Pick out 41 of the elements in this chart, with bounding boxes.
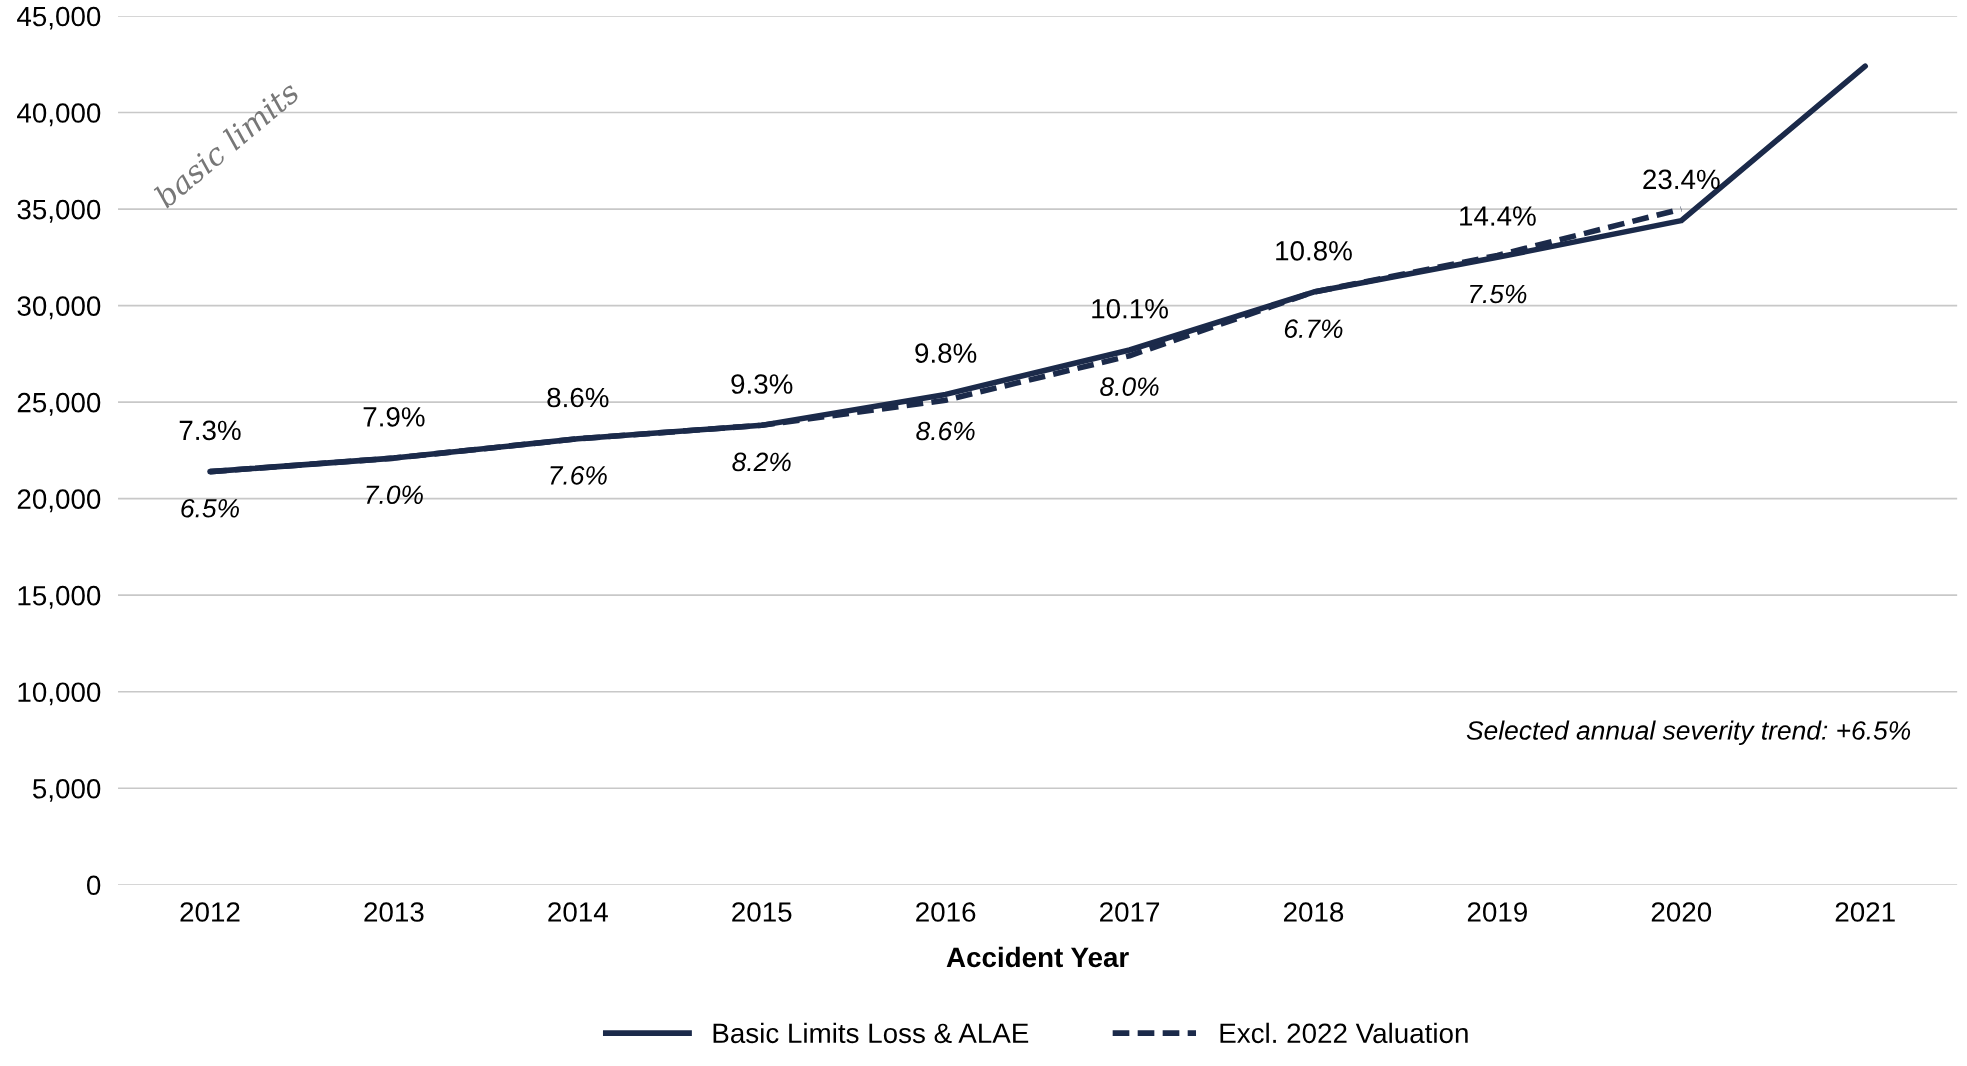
annotation: 7.6%	[550, 466, 607, 485]
legend-label: Excl. 2022 Valuation	[1220, 1022, 1468, 1044]
annotation: 9.3%	[731, 374, 793, 394]
legend-label: Basic Limits Loss & ALAE	[713, 1022, 1029, 1044]
annotation: 8.2%	[732, 452, 791, 472]
y-tick-label: 35,000	[17, 199, 101, 223]
y-tick-label: 40,000	[17, 103, 101, 127]
y-tick-label: 15,000	[18, 585, 101, 609]
annotation: 7.5%	[1470, 284, 1527, 304]
x-tick-label: 2014	[548, 902, 608, 922]
annotation: 6.5%	[181, 498, 239, 518]
y-tick-label: 10,000	[18, 682, 101, 706]
x-tick-label: 2018	[1283, 902, 1344, 922]
annotation: 8.6%	[547, 387, 609, 408]
annotation: 9.8%	[915, 343, 977, 363]
annotation: 8.0%	[1100, 377, 1159, 396]
annotation: 10.1%	[1092, 298, 1168, 319]
y-tick-label: 5,000	[32, 778, 101, 802]
annotation: 7.0%	[366, 485, 423, 505]
annotation: Selected annual severity trend: +6.5%	[1466, 720, 1911, 746]
annotation: 6.7%	[1284, 319, 1343, 339]
y-tick-label: 25,000	[17, 392, 101, 416]
x-tick-label: 2019	[1467, 902, 1527, 922]
x-tick-label: 2017	[1100, 902, 1160, 922]
y-tick-label: 30,000	[17, 296, 101, 320]
annotation: 7.9%	[363, 407, 425, 427]
y-tick-label: 45,000	[17, 6, 101, 30]
x-tick-label: 2016	[916, 902, 976, 922]
annotation: 10.8%	[1276, 240, 1352, 261]
x-axis-title: Accident Year	[946, 946, 1129, 968]
x-tick-label: 2015	[732, 902, 792, 922]
x-tick-label: 2013	[364, 902, 424, 922]
x-tick-label: 2020	[1651, 902, 1712, 922]
annotation: 7.3%	[179, 420, 241, 441]
annotation: 23.4%	[1643, 169, 1720, 190]
y-tick-label: 20,000	[17, 489, 101, 513]
x-tick-label: 2021	[1835, 902, 1895, 922]
x-tick-label: 2012	[180, 902, 240, 922]
annotation: 14.4%	[1460, 206, 1536, 226]
y-tick-label: 0	[86, 875, 101, 896]
annotation: 8.6%	[916, 421, 975, 441]
